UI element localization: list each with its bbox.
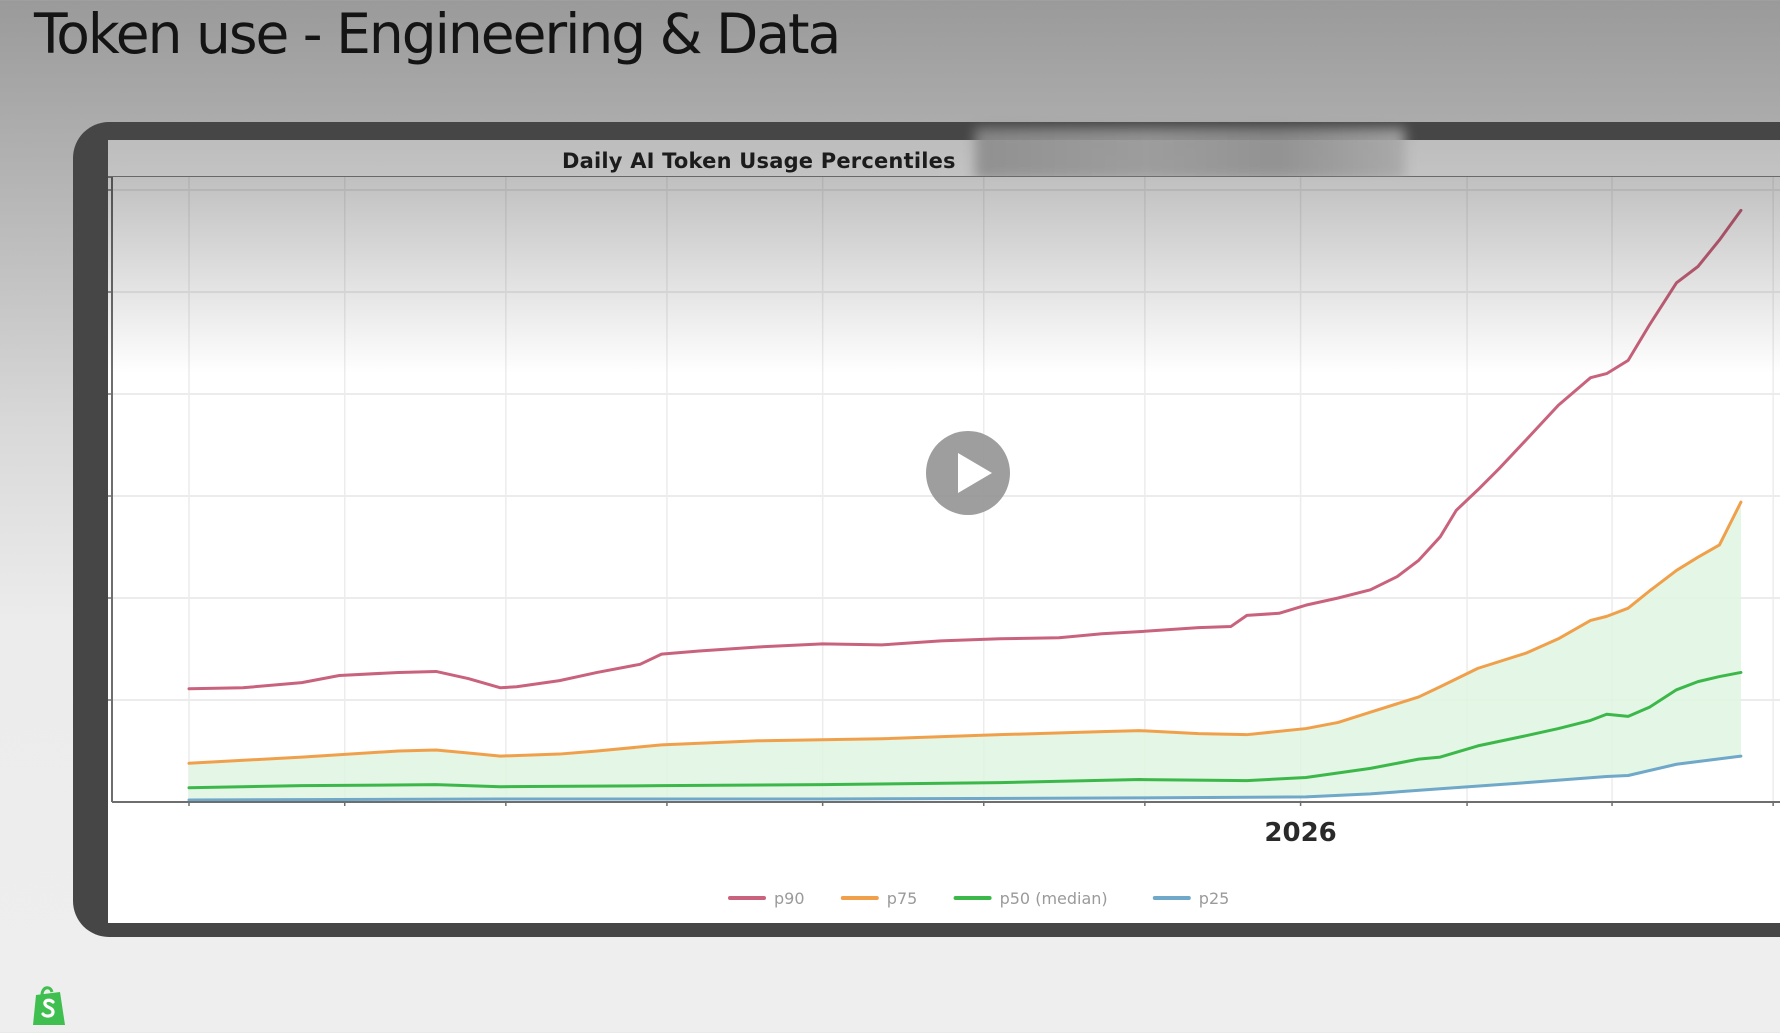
shopify-bag-icon — [33, 986, 65, 1025]
percentile-band — [189, 502, 1741, 800]
legend-label-p75: p75 — [887, 889, 918, 908]
legend-label-p25: p25 — [1199, 889, 1230, 908]
redacted-region — [975, 128, 1405, 180]
slide-title: Token use - Engineering & Data — [34, 2, 841, 66]
series-line-p75 — [187, 500, 1743, 765]
series-line-p25 — [187, 754, 1743, 802]
legend-label-p90: p90 — [774, 889, 805, 908]
play-button[interactable] — [926, 431, 1010, 515]
legend: p90 p75 p50 (median) p25 — [728, 889, 1230, 908]
series-line-p50 — [187, 670, 1743, 790]
band — [189, 502, 1741, 800]
x-tick-label: 2026 — [1264, 818, 1336, 848]
chart-title-bar: Daily AI Token Usage Percentiles — [108, 128, 1780, 180]
legend-label-p50: p50 (median) — [1000, 889, 1108, 908]
x-tick-labels: 2026 — [1264, 818, 1336, 848]
chart-title: Daily AI Token Usage Percentiles — [562, 149, 956, 173]
